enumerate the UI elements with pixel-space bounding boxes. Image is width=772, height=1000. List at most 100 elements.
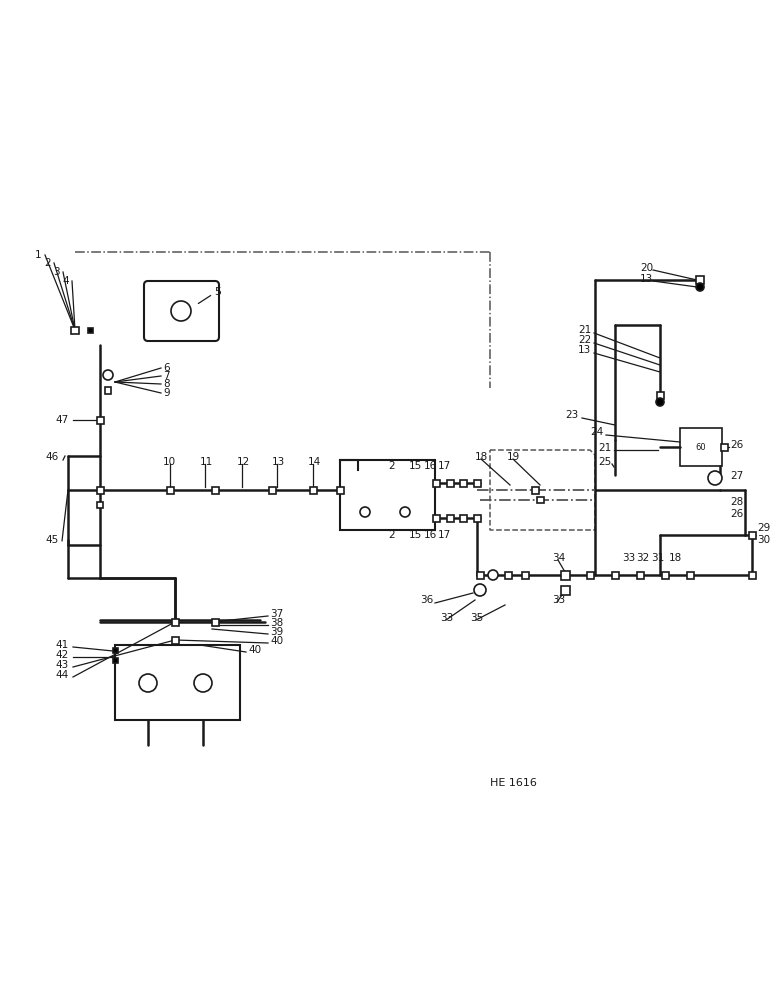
Bar: [749, 572, 756, 578]
Text: 15: 15: [409, 530, 422, 540]
Bar: [720, 444, 727, 450]
Text: 33: 33: [440, 613, 453, 623]
Text: 9: 9: [163, 388, 170, 398]
Bar: [476, 572, 483, 578]
Text: 36: 36: [420, 595, 433, 605]
Text: 10: 10: [163, 457, 176, 467]
Bar: [96, 487, 103, 493]
Bar: [696, 276, 704, 284]
Circle shape: [708, 471, 722, 485]
Bar: [171, 637, 178, 644]
Text: 2: 2: [388, 461, 394, 471]
Circle shape: [139, 674, 157, 692]
Bar: [636, 572, 644, 578]
Bar: [115, 645, 240, 720]
Text: 25: 25: [598, 457, 611, 467]
Text: 17: 17: [438, 461, 452, 471]
Text: 24: 24: [590, 427, 603, 437]
Bar: [560, 570, 570, 580]
Text: 19: 19: [507, 452, 520, 462]
Bar: [212, 618, 218, 626]
Bar: [749, 532, 756, 538]
Text: 23: 23: [565, 410, 578, 420]
Bar: [105, 386, 111, 393]
Bar: [686, 572, 693, 578]
Text: 33: 33: [552, 595, 565, 605]
Text: 28: 28: [730, 497, 743, 507]
Text: 13: 13: [578, 345, 591, 355]
Text: 17: 17: [438, 530, 452, 540]
Bar: [432, 480, 439, 487]
Bar: [459, 480, 466, 487]
Bar: [340, 460, 435, 530]
Bar: [680, 428, 722, 466]
Text: 43: 43: [55, 660, 68, 670]
Bar: [656, 391, 663, 398]
Circle shape: [360, 507, 370, 517]
Text: 35: 35: [470, 613, 483, 623]
Text: HE 1616: HE 1616: [490, 778, 537, 788]
Text: 21: 21: [598, 443, 611, 453]
Bar: [310, 487, 317, 493]
Text: 42: 42: [55, 650, 68, 660]
Text: 26: 26: [730, 509, 743, 519]
Text: 1: 1: [35, 250, 42, 260]
Circle shape: [194, 674, 212, 692]
Text: 37: 37: [270, 609, 283, 619]
Text: 38: 38: [270, 618, 283, 628]
Bar: [531, 487, 539, 493]
Bar: [113, 648, 117, 652]
Circle shape: [656, 398, 664, 406]
Circle shape: [696, 283, 704, 291]
Bar: [113, 658, 117, 662]
Bar: [473, 514, 480, 522]
Bar: [522, 572, 529, 578]
Bar: [337, 487, 344, 493]
Circle shape: [103, 370, 113, 380]
Bar: [71, 326, 79, 334]
Text: 44: 44: [55, 670, 68, 680]
Text: 40: 40: [270, 636, 283, 646]
Bar: [537, 497, 543, 503]
Bar: [171, 618, 178, 626]
Text: 18: 18: [475, 452, 488, 462]
Text: 15: 15: [409, 461, 422, 471]
Text: 60: 60: [696, 442, 706, 452]
Text: 2: 2: [44, 258, 51, 268]
Bar: [504, 572, 512, 578]
Text: 26: 26: [730, 440, 743, 450]
Bar: [87, 328, 93, 332]
Text: 21: 21: [578, 325, 591, 335]
Text: 30: 30: [757, 535, 770, 545]
Bar: [587, 572, 594, 578]
Text: 20: 20: [640, 263, 653, 273]
Text: 31: 31: [651, 553, 664, 563]
Bar: [269, 487, 276, 493]
Bar: [662, 572, 669, 578]
Text: 33: 33: [622, 553, 635, 563]
Text: 13: 13: [272, 457, 285, 467]
Text: 13: 13: [640, 274, 653, 284]
Bar: [97, 502, 103, 508]
Text: 12: 12: [237, 457, 250, 467]
Text: 4: 4: [62, 276, 69, 286]
Text: 39: 39: [270, 627, 283, 637]
Text: 47: 47: [55, 415, 68, 425]
Bar: [212, 487, 218, 493]
Text: 41: 41: [55, 640, 68, 650]
Bar: [611, 572, 618, 578]
Bar: [560, 585, 570, 594]
Circle shape: [488, 570, 498, 580]
Text: 16: 16: [424, 461, 437, 471]
Text: 27: 27: [730, 471, 743, 481]
Text: 29: 29: [757, 523, 770, 533]
Text: 46: 46: [45, 452, 58, 462]
Text: 45: 45: [45, 535, 58, 545]
Text: 11: 11: [200, 457, 213, 467]
Bar: [167, 487, 174, 493]
Text: 2: 2: [388, 530, 394, 540]
Text: 3: 3: [53, 267, 59, 277]
Circle shape: [400, 507, 410, 517]
Text: 18: 18: [669, 553, 682, 563]
Bar: [446, 480, 453, 487]
